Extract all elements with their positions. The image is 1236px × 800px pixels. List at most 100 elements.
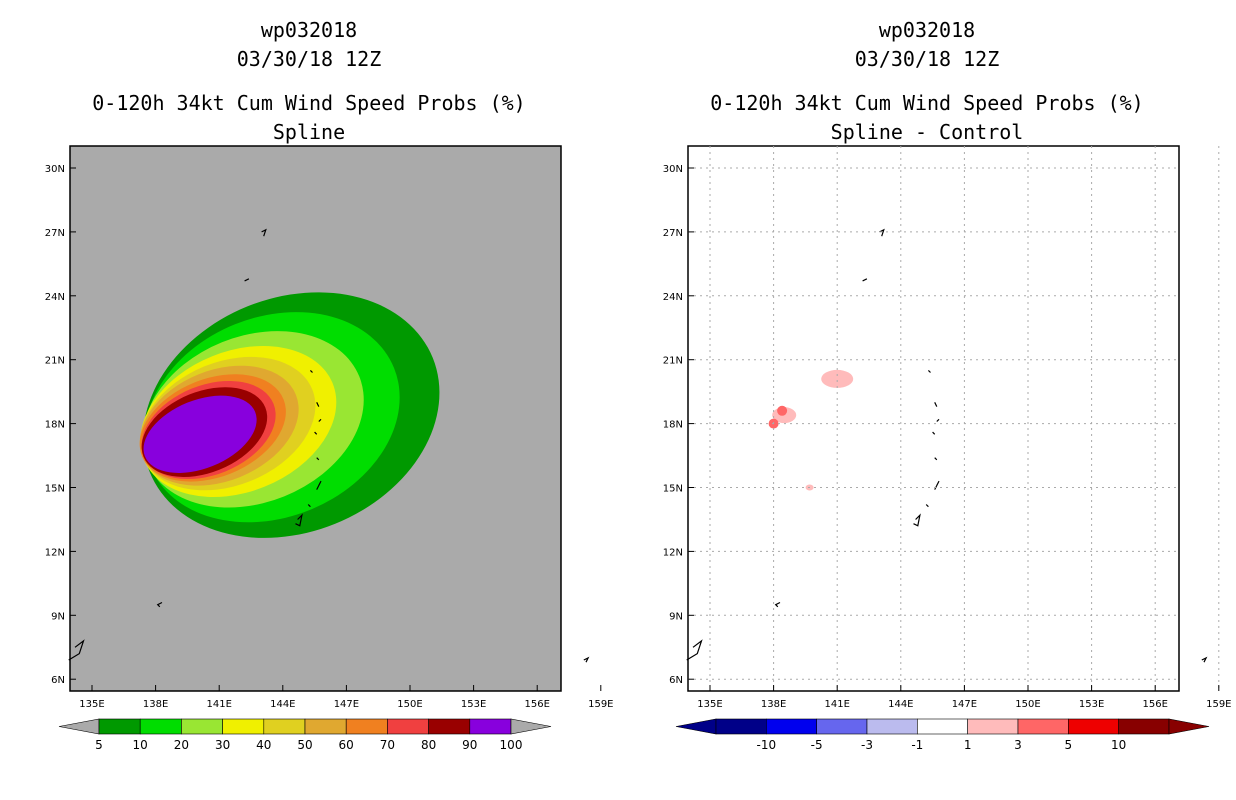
difference-map: 135E 138E 141E 144E 147E 150E 153E 156E 159E 30N 2…	[663, 145, 1232, 752]
island	[318, 418, 322, 422]
x-tick-label: 159E	[588, 699, 613, 710]
x-tick-label: 156E	[1142, 699, 1167, 710]
island	[913, 513, 921, 527]
colorbar-segment	[345, 718, 388, 735]
colorbar-segment	[866, 718, 918, 735]
x-tick-label: 150E	[1015, 699, 1040, 710]
x-tick-label: 144E	[270, 699, 295, 710]
y-tick-label: 24N	[45, 292, 65, 303]
island	[316, 457, 320, 461]
y-tick-label: 15N	[663, 484, 683, 495]
x-tick-label: 153E	[461, 699, 486, 710]
y-tick-label: 6N	[669, 675, 683, 686]
colorbar-label: 10	[133, 738, 148, 752]
storm-id: wp032018	[260, 18, 358, 42]
x-tick-label: 144E	[888, 699, 913, 710]
y-tick-label: 27N	[663, 228, 683, 239]
island	[261, 228, 267, 237]
island	[295, 513, 303, 527]
colorbar-segment	[469, 718, 512, 735]
colorbar-segment	[263, 718, 306, 735]
y-tick-label: 9N	[669, 611, 683, 622]
x-tick-label: 138E	[761, 699, 786, 710]
y-tick-label: 21N	[663, 356, 683, 367]
colorbar-segment	[222, 718, 265, 735]
x-tick-label: 135E	[697, 699, 722, 710]
colorbar-segment	[1118, 718, 1170, 735]
chart-subtitle: Spline	[272, 120, 346, 144]
probability-map: 135E 138E 141E 144E 147E 150E 153E 156E 159E 30N 2…	[45, 145, 614, 752]
island	[307, 504, 311, 508]
island	[1201, 656, 1208, 663]
colorbar-label: 1	[964, 738, 972, 752]
colorbar-label: 10	[1111, 738, 1126, 752]
colorbar-segment	[181, 718, 223, 735]
colorbar-arrow-right	[510, 718, 552, 735]
colorbar-segment	[766, 718, 817, 735]
colorbar-arrow-right	[1168, 718, 1210, 735]
y-tick-label: 24N	[663, 292, 683, 303]
island	[68, 639, 85, 661]
colorbar-label: 5	[95, 738, 103, 752]
storm-id: wp032018	[878, 18, 976, 42]
island	[934, 457, 938, 461]
colorbar-arrow-left	[675, 718, 717, 735]
x-tick-label: 141E	[206, 699, 231, 710]
colorbar-label: 5	[1065, 738, 1073, 752]
colorbar-label: -10	[757, 738, 777, 752]
x-tick-label: 135E	[79, 699, 104, 710]
y-tick-label: 30N	[45, 164, 65, 175]
y-tick-label: 30N	[663, 164, 683, 175]
x-tick-label: 141E	[824, 699, 849, 710]
colorbar-arrow-left	[58, 718, 100, 735]
chart-title: 0-120h 34kt Cum Wind Speed Probs (%)	[710, 91, 1144, 115]
island	[936, 418, 940, 422]
island	[925, 504, 929, 508]
island	[934, 480, 940, 490]
island	[934, 402, 938, 407]
y-tick-label: 12N	[663, 547, 683, 558]
island	[309, 369, 313, 373]
left-panel: wp032018 03/30/18 12Z 0-120h 34kt Cum Wi…	[45, 18, 614, 752]
colorbar-label: -5	[811, 738, 823, 752]
datetime: 03/30/18 12Z	[854, 47, 1000, 71]
island	[583, 656, 590, 663]
island	[314, 431, 318, 435]
colorbar-label: -3	[861, 738, 873, 752]
colorbar-label: 50	[297, 738, 312, 752]
x-tick-label: 150E	[397, 699, 422, 710]
colorbar-label: 80	[421, 738, 436, 752]
colorbar-label: 40	[256, 738, 271, 752]
y-tick-label: 9N	[51, 611, 65, 622]
island	[316, 402, 320, 407]
colorbar-label: 60	[339, 738, 354, 752]
colorbar-segment	[304, 718, 347, 735]
colorbar-label: 20	[174, 738, 189, 752]
difference-area	[777, 405, 788, 416]
colorbar-segment	[1068, 718, 1119, 735]
colorbar-segment	[967, 718, 1019, 735]
island	[686, 639, 703, 661]
y-tick-label: 6N	[51, 675, 65, 686]
colorbar-label: 90	[462, 738, 477, 752]
island	[927, 369, 931, 373]
island	[316, 480, 322, 490]
x-tick-label: 147E	[334, 699, 359, 710]
plot-frame	[69, 145, 562, 692]
y-tick-label: 27N	[45, 228, 65, 239]
colorbar-segment	[98, 718, 141, 735]
prob-contour-90	[143, 395, 257, 473]
chart-subtitle: Spline - Control	[830, 120, 1024, 144]
island	[156, 601, 163, 608]
colorbar-segment	[816, 718, 868, 735]
x-tick-label: 156E	[524, 699, 549, 710]
colorbar-label: 70	[380, 738, 395, 752]
y-tick-label: 12N	[45, 547, 65, 558]
map-background	[688, 146, 1179, 691]
plot-frame	[687, 145, 1180, 692]
x-tick-label: 153E	[1079, 699, 1104, 710]
chart-title: 0-120h 34kt Cum Wind Speed Probs (%)	[92, 91, 526, 115]
colorbar-segment	[139, 718, 182, 735]
colorbar-segment	[428, 718, 471, 735]
x-tick-label: 147E	[952, 699, 977, 710]
